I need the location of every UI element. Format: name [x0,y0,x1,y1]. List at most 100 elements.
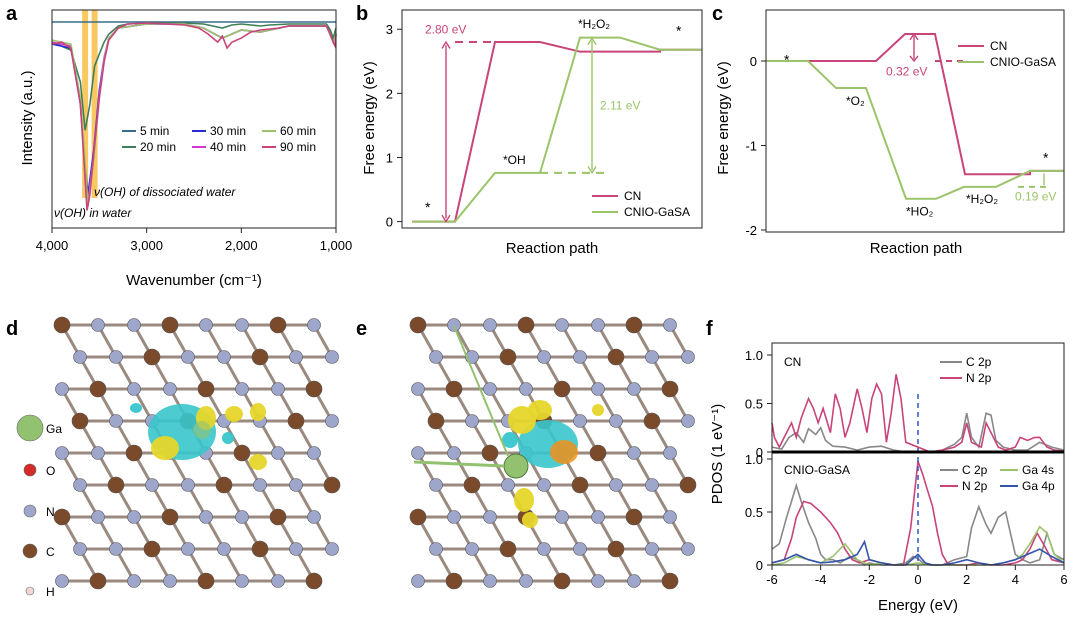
legend-atom-1 [23,463,37,477]
a-annotation-dissociated: ν(OH) of dissociated water [94,185,236,199]
c-plot-frame [765,9,1065,233]
d-atom-20 [197,380,215,398]
f-sub0-ytick-label-0: 0 [756,445,763,460]
e-atom-20 [553,380,571,398]
e-atom-56 [429,542,443,556]
legend-atom-0 [16,414,44,442]
e-atom-71 [661,572,679,590]
e-atom-70 [627,574,641,588]
c-legend-label-0: CN [990,39,1007,53]
e-atom-34 [481,444,499,462]
d-atom-15 [325,350,339,364]
d-atom-66 [127,574,141,588]
d-atom-1 [91,318,105,332]
d-atom-49 [91,510,105,524]
d-atom-39 [307,446,321,460]
f-bottom-legend-label-1: N 2p [962,479,988,493]
panel-label-c: c [712,3,723,25]
e-atom-33 [447,446,461,460]
d-atom-13 [251,348,269,366]
d-element-legend: Ga O N C H [16,414,62,599]
d-atom-51 [161,508,179,526]
e-atom-40 [429,478,443,492]
e-ga-bond-2 [453,325,509,457]
d-atom-2 [127,318,141,332]
f-sub1-series-1 [771,460,1065,566]
e-atom-3 [517,316,535,334]
d-atom-48 [53,508,71,526]
d-atom-71 [305,572,323,590]
b-series: 2.80 eV 2.11 eV * *OH *H₂O₂ * [412,17,702,223]
c-step-0: * [784,51,790,67]
d-atom-5 [235,318,249,332]
e-atom-29 [609,414,623,428]
legend-atom-2 [23,504,37,518]
e-atom-21 [591,382,605,396]
d-atom-60 [217,542,231,556]
e-atom-54 [625,508,643,526]
b-legend-label-0: CN [624,189,641,203]
b-ytick-label-0: 0 [386,215,393,230]
d-lattice [53,316,341,590]
e-density-orange-1 [550,440,578,464]
c-step-4: * [1043,149,1049,165]
d-atom-58 [143,540,161,558]
a-highlight-band-0 [82,10,89,198]
e-atom-57 [465,542,479,556]
f-sub0-ytick-label-1: 0.5 [745,397,763,412]
e-ga-atom [503,453,529,479]
d-atom-25 [109,414,123,428]
e-atom-15 [681,350,695,364]
d-atom-50 [127,510,141,524]
d-atom-59 [181,542,195,556]
b-plot-frame [401,9,703,229]
b-x-axis-label: Reaction path [506,240,599,257]
e-atom-1 [447,318,461,332]
e-atom-28 [573,414,587,428]
d-atom-30 [287,412,305,430]
e-atom-63 [681,542,695,556]
d-atom-33 [91,446,105,460]
d-atom-37 [233,444,251,462]
e-atom-12 [573,350,587,364]
d-atom-19 [163,382,177,396]
d-atom-34 [125,444,143,462]
b-legend-label-1: CNIO-GaSA [624,205,690,219]
c-y-axis-label: Free energy (eV) [715,61,732,174]
a-series-line-1 [51,22,337,131]
d-atom-3 [161,316,179,334]
f-ticks: -6 -4 -2 0 2 4 600.51.000.51.0 [745,348,1068,587]
d-atom-10 [143,348,161,366]
f-sub1-series-3 [771,539,1065,566]
c-arrowheads-cn [909,32,919,63]
e-atom-67 [519,574,533,588]
d-atom-52 [199,510,213,524]
d-atom-23 [305,380,323,398]
a-legend-label-2: 30 min [210,124,246,138]
e-density-yellow-3 [514,488,534,512]
d-atom-4 [199,318,213,332]
e-atom-0 [409,316,427,334]
e-density-yellow-4 [522,512,538,528]
e-atom-66 [483,574,497,588]
c-legend: CN CNIO-GaSA [958,39,1056,69]
f-xtick-label-3: 0 [914,572,921,587]
e-atom-46 [645,478,659,492]
e-atom-49 [447,510,461,524]
e-atom-55 [663,510,677,524]
b-step-2: *H₂O₂ [578,17,610,31]
f-bottom-legend-label-3: Ga 4p [1022,479,1055,493]
d-atom-8 [73,350,87,364]
f-xtick-label-6: 6 [1060,572,1067,587]
d-atom-46 [289,478,303,492]
b-series-line-0 [412,41,702,223]
e-atom-43 [537,478,551,492]
d-atom-62 [289,542,303,556]
d-atom-9 [109,350,123,364]
e-atom-42 [501,478,515,492]
d-atom-42 [145,478,159,492]
f-top-title: CN [784,355,801,369]
f-top-legend-label-0: C 2p [966,355,992,369]
b-legend: CN CNIO-GaSA [592,189,690,219]
